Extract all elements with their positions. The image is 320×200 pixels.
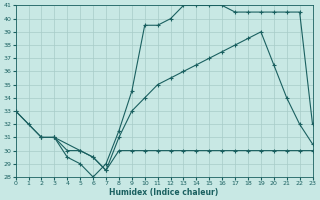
X-axis label: Humidex (Indice chaleur): Humidex (Indice chaleur) <box>109 188 219 197</box>
